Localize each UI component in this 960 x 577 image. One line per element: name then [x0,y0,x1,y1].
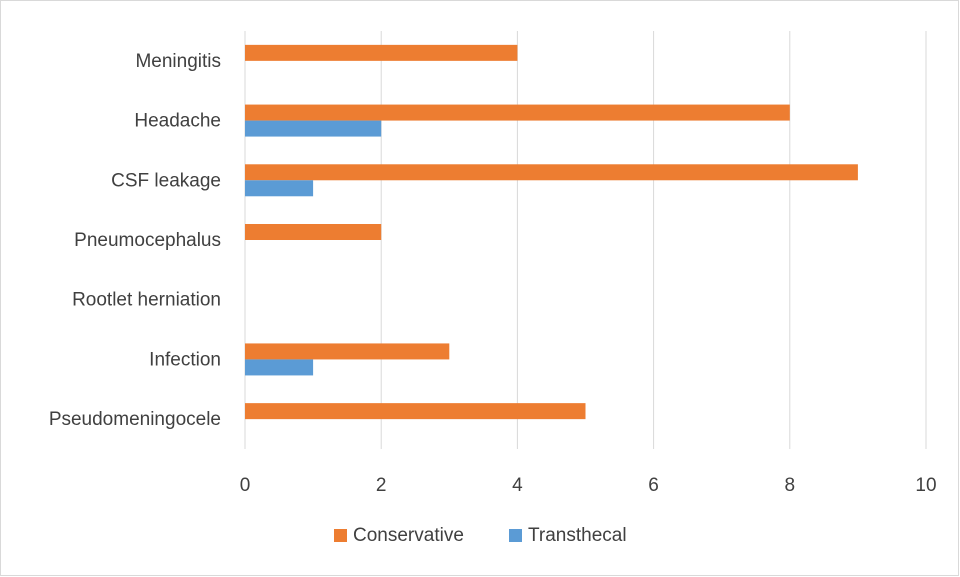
legend-label-transthecal: Transthecal [528,525,627,546]
gridlines [244,31,927,449]
bar-transthecal-infection [245,359,314,376]
x-tick-label: 4 [512,475,523,496]
category-label: CSF leakage [111,170,221,191]
legend: Conservative Transthecal [334,525,627,546]
x-tick-label: 2 [376,475,387,496]
bar-conservative-pneumocephalus [245,224,382,240]
bar-conservative-infection [245,343,450,360]
bars [245,44,858,420]
bar-conservative-csf-leakage [245,164,858,181]
category-label: Infection [149,349,221,370]
x-tick-label: 10 [915,475,936,496]
bar-transthecal-csf-leakage [245,180,314,197]
x-tick-label: 0 [240,475,251,496]
legend-label-conservative: Conservative [353,525,464,546]
axes: 0 2 4 6 8 10 Meningitis Headache CSF leakage Pneu… [49,51,937,496]
legend-swatch-conservative [334,529,347,542]
bar-conservative-headache [245,104,790,121]
bar-transthecal-headache [245,120,382,137]
category-label: Rootlet herniation [72,290,221,311]
category-label: Meningitis [135,51,221,72]
legend-swatch-transthecal [509,529,522,542]
bar-conservative-meningitis [245,44,518,61]
bar-conservative-pseudomeningocele [245,403,586,420]
x-tick-label: 6 [648,475,659,496]
x-tick-label: 8 [785,475,796,496]
category-label: Pseudomeningocele [49,409,221,430]
category-label: Headache [134,111,221,132]
category-label: Pneumocephalus [74,230,221,251]
